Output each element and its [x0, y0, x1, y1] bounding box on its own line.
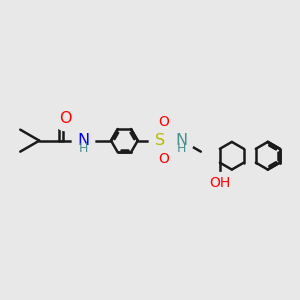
Text: O: O: [159, 115, 170, 129]
Text: H: H: [79, 142, 88, 155]
Text: N: N: [176, 133, 188, 148]
Text: N: N: [77, 133, 89, 148]
Text: OH: OH: [209, 176, 230, 190]
Text: S: S: [155, 133, 165, 148]
Text: O: O: [59, 111, 71, 126]
Text: O: O: [159, 152, 170, 167]
Text: H: H: [177, 142, 186, 155]
